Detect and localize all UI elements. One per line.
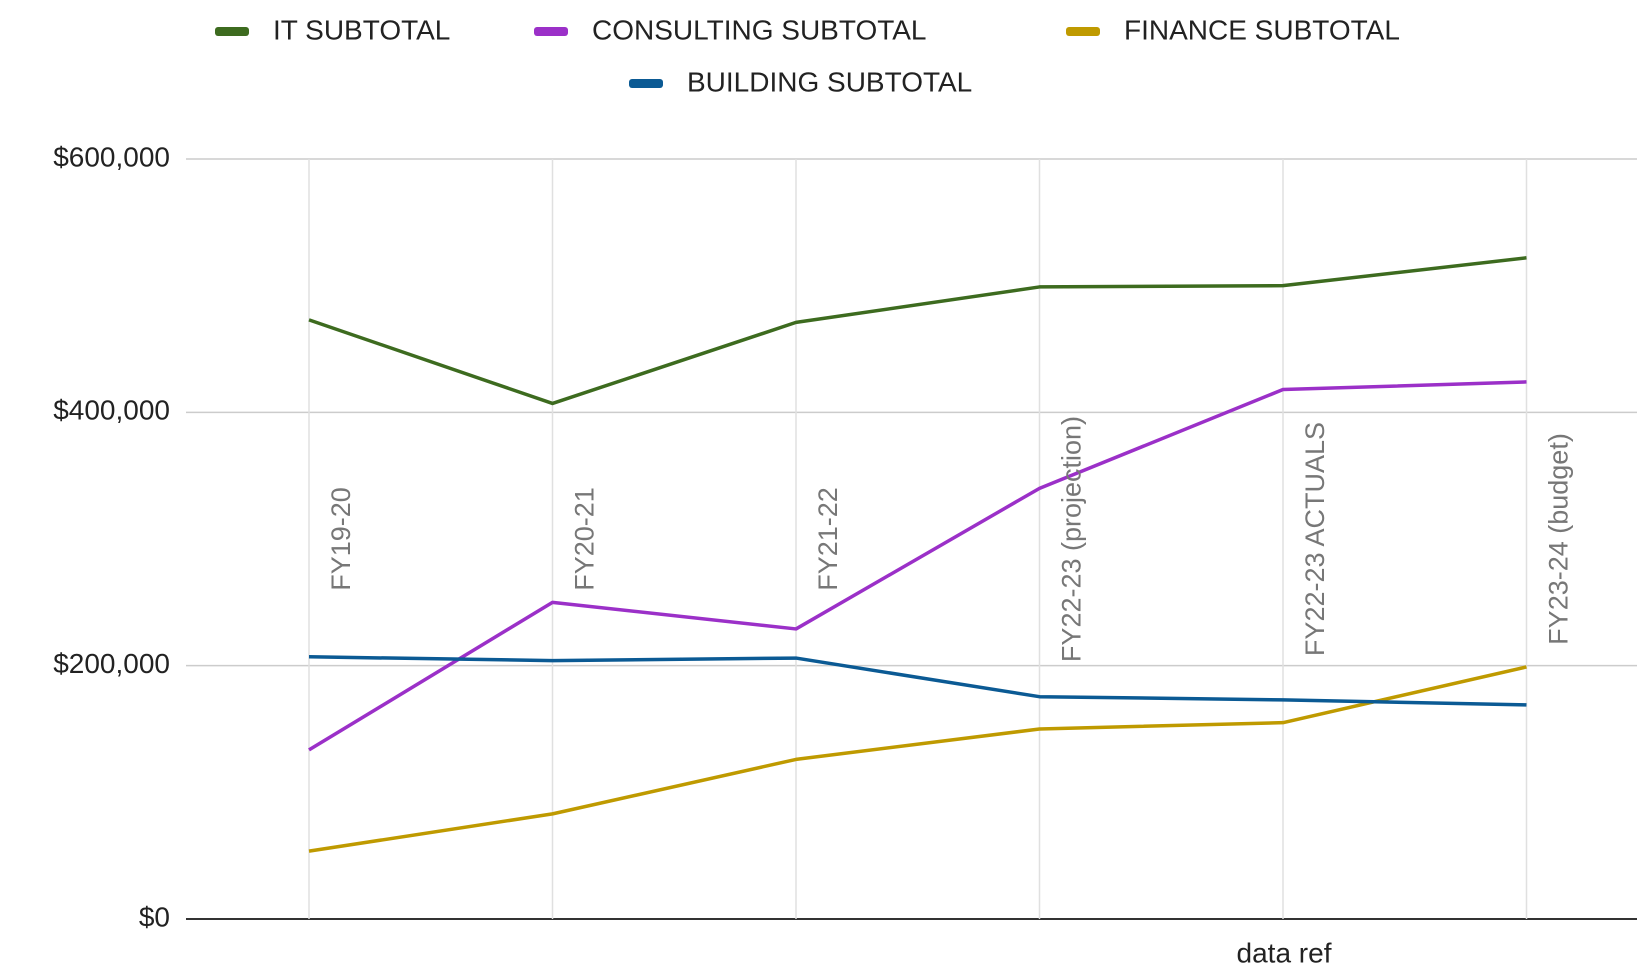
x-axis-title: data ref [1237, 937, 1332, 968]
legend-swatch [534, 27, 568, 36]
legend-label: CONSULTING SUBTOTAL [592, 14, 927, 45]
series-line [308, 256, 1527, 406]
legend-swatch [215, 27, 249, 36]
y-tick-label: $600,000 [53, 141, 170, 172]
x-tick-label: FY23-24 (budget) [1544, 433, 1574, 645]
legend-swatch [629, 79, 663, 88]
series-line [308, 655, 1527, 707]
legend-label: BUILDING SUBTOTAL [687, 66, 972, 97]
legend-swatch [1066, 27, 1100, 36]
series-line [308, 665, 1527, 853]
x-tick-label: FY22-23 (projection) [1057, 416, 1087, 662]
legend-label: FINANCE SUBTOTAL [1124, 14, 1400, 45]
x-tick-label: FY19-20 [326, 487, 356, 591]
series-line [308, 380, 1527, 752]
x-tick-label: FY21-22 [813, 487, 843, 591]
y-tick-label: $400,000 [53, 395, 170, 426]
y-tick-label: $0 [139, 901, 170, 932]
legend-label: IT SUBTOTAL [273, 14, 450, 45]
x-tick-label: FY20-21 [570, 487, 600, 591]
y-tick-label: $200,000 [53, 648, 170, 679]
x-tick-label: FY22-23 ACTUALS [1300, 422, 1330, 656]
